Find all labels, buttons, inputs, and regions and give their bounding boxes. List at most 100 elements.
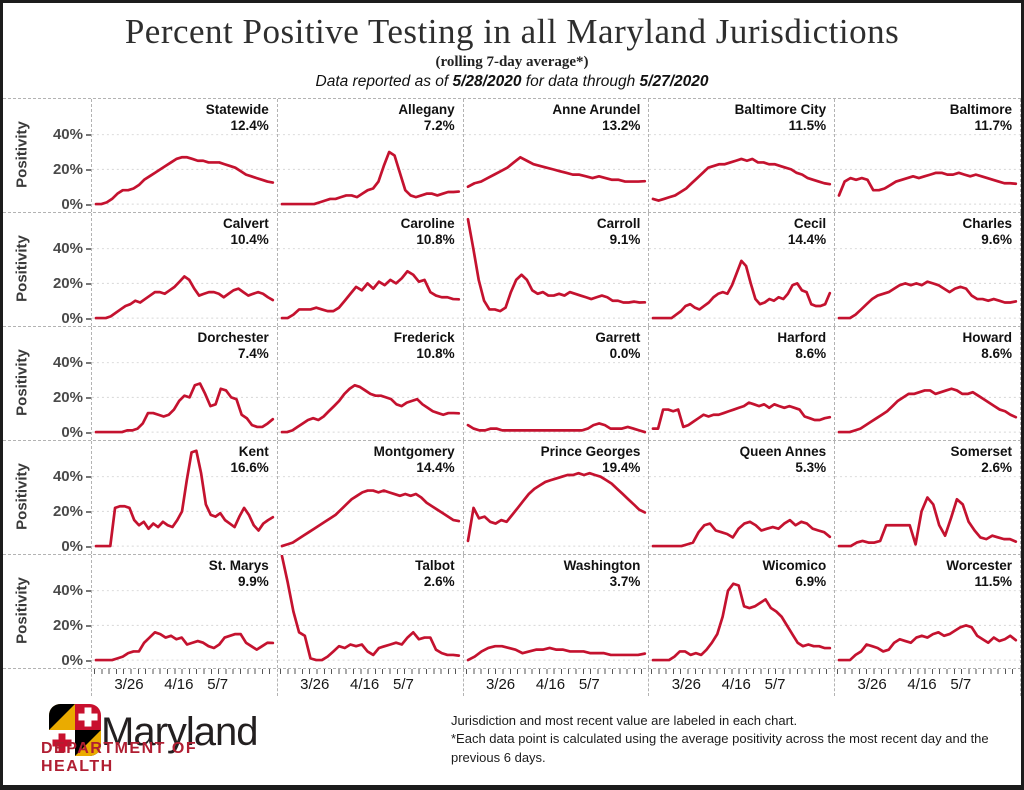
chart-cell: Queen Annes 5.3% — [648, 440, 835, 554]
jurisdiction-label: St. Marys 9.9% — [209, 558, 269, 592]
jurisdiction-name: Queen Annes — [739, 443, 827, 459]
sparkline-charles — [835, 247, 1020, 326]
y-tick-label: 40% — [53, 354, 91, 372]
y-tick-mark — [86, 510, 91, 513]
footnote-labeling: Jurisdiction and most recent value are l… — [451, 713, 798, 729]
jurisdiction-label: Worcester 11.5% — [946, 558, 1012, 592]
x-minor-ticks — [651, 668, 833, 674]
chart-cell: Howard 8.6% — [834, 326, 1021, 440]
y-tick-text: 20% — [52, 617, 83, 634]
jurisdiction-name: Baltimore City — [734, 101, 827, 117]
x-tick-label: 5/7 — [578, 675, 600, 693]
jurisdiction-latest-value: 10.8% — [416, 232, 455, 248]
y-tick-label: 20% — [53, 389, 91, 407]
jurisdiction-label: Washington 3.7% — [564, 558, 641, 592]
series-line — [96, 157, 273, 204]
chart-cell: Anne Arundel 13.2% — [462, 98, 649, 212]
jurisdiction-latest-value: 11.5% — [788, 118, 827, 134]
sparkline-worcester — [835, 589, 1020, 668]
chart-cell: Charles 9.6% — [834, 212, 1021, 326]
header: Percent Positive Testing in all Maryland… — [3, 3, 1021, 91]
x-tick-label: 4/16 — [907, 675, 937, 693]
series-line — [96, 276, 273, 318]
x-axis-cell: 3/26 4/16 5/7 — [834, 668, 1021, 696]
chart-cell: Washington 3.7% — [462, 554, 649, 668]
sparkline-carroll — [463, 213, 649, 319]
sparkline-frederick — [277, 361, 463, 440]
y-axis-title: Positivity — [13, 349, 31, 416]
jurisdiction-label: Prince Georges 19.4% — [541, 444, 641, 478]
jurisdiction-name: Carroll — [596, 215, 641, 231]
jurisdiction-latest-value: 5.3% — [795, 460, 827, 476]
maryland-flag-icon — [49, 703, 101, 756]
y-tick-text: 40% — [52, 354, 83, 371]
x-tick-label: 5/7 — [950, 675, 972, 693]
sparkline-harford — [649, 361, 835, 433]
chart-row: Positivity 0% 20% 40% Kent 16.6% Montgomery 14.… — [3, 439, 1021, 555]
logo-brand-text: Maryland — [101, 709, 259, 754]
sparkline-queen-annes — [649, 475, 835, 554]
x-minor-ticks — [837, 668, 1018, 674]
y-tick-text: 20% — [52, 389, 83, 406]
jurisdiction-name: Frederick — [393, 329, 455, 345]
jurisdiction-latest-value: 2.6% — [981, 460, 1012, 476]
series-line — [653, 520, 830, 546]
y-axis-title: Positivity — [13, 121, 31, 188]
jurisdiction-latest-value: 8.6% — [981, 346, 1012, 362]
series-line — [468, 157, 645, 186]
jurisdiction-name: Worcester — [946, 557, 1012, 573]
jurisdiction-latest-value: 10.8% — [416, 346, 455, 362]
jurisdiction-latest-value: 7.4% — [238, 346, 269, 362]
jurisdiction-label: Allegany 7.2% — [398, 102, 454, 136]
jurisdiction-name: Kent — [238, 443, 269, 459]
chart-cell: Baltimore 11.7% — [834, 98, 1021, 212]
jurisdiction-latest-value: 0.0% — [609, 346, 641, 362]
chart-row: Positivity 0% 20% 40% Statewide 12.4% Allegany… — [3, 97, 1021, 214]
y-axis: Positivity 0% 20% 40% — [3, 441, 91, 555]
x-tick-label: 4/16 — [535, 675, 566, 693]
footer: Maryland DEPARTMENT OF HEALTH Jurisdicti… — [3, 696, 1021, 784]
jurisdiction-latest-value: 12.4% — [230, 118, 269, 134]
jurisdiction-latest-value: 14.4% — [416, 460, 455, 476]
sparkline-dorchester — [92, 361, 277, 440]
y-tick-mark — [86, 396, 91, 399]
x-tick-label: 4/16 — [164, 675, 194, 693]
jurisdiction-label: Calvert 10.4% — [223, 216, 269, 250]
jurisdiction-name: Cecil — [793, 215, 827, 231]
y-tick-mark — [86, 659, 91, 662]
sparkline-baltimore-city — [649, 133, 835, 205]
x-axis-cell: 3/26 4/16 5/7 — [276, 668, 463, 696]
x-axis-cell: 3/26 4/16 5/7 — [91, 668, 277, 696]
y-tick-mark — [86, 247, 91, 250]
y-tick-label: 40% — [53, 468, 91, 486]
chart-row: Positivity 0% 20% 40% St. Marys 9.9% Talbot 2.6… — [3, 553, 1021, 670]
series-line — [653, 260, 830, 317]
series-line — [468, 646, 645, 660]
series-line — [653, 402, 830, 428]
y-tick-mark — [86, 317, 91, 320]
x-tick-label: 5/7 — [207, 675, 229, 693]
y-tick-label: 0% — [61, 196, 91, 214]
chart-cell: Statewide 12.4% — [91, 98, 277, 212]
y-tick-label: 0% — [61, 652, 91, 670]
jurisdiction-label: Talbot 2.6% — [415, 558, 455, 592]
sparkline-statewide — [92, 133, 277, 212]
report-middle: for data through — [521, 72, 640, 90]
sparkline-baltimore — [835, 133, 1020, 205]
y-tick-label: 20% — [53, 275, 91, 293]
sparkline-caroline — [277, 247, 463, 326]
report-date: 5/28/2020 — [452, 72, 522, 90]
jurisdiction-label: Howard 8.6% — [962, 330, 1012, 364]
y-tick-text: 20% — [52, 503, 83, 520]
y-tick-text: 0% — [61, 310, 83, 327]
series-line — [468, 219, 645, 311]
chart-cell: Cecil 14.4% — [648, 212, 835, 326]
sparkline-somerset — [835, 475, 1020, 554]
chart-cell: Dorchester 7.4% — [91, 326, 277, 440]
report-date-line: Data reported as of 5/28/2020 for data t… — [3, 73, 1021, 91]
x-minor-ticks — [94, 668, 275, 674]
series-line — [282, 152, 459, 204]
jurisdiction-name: St. Marys — [208, 557, 269, 573]
series-line — [282, 385, 459, 432]
y-tick-mark — [86, 589, 91, 592]
